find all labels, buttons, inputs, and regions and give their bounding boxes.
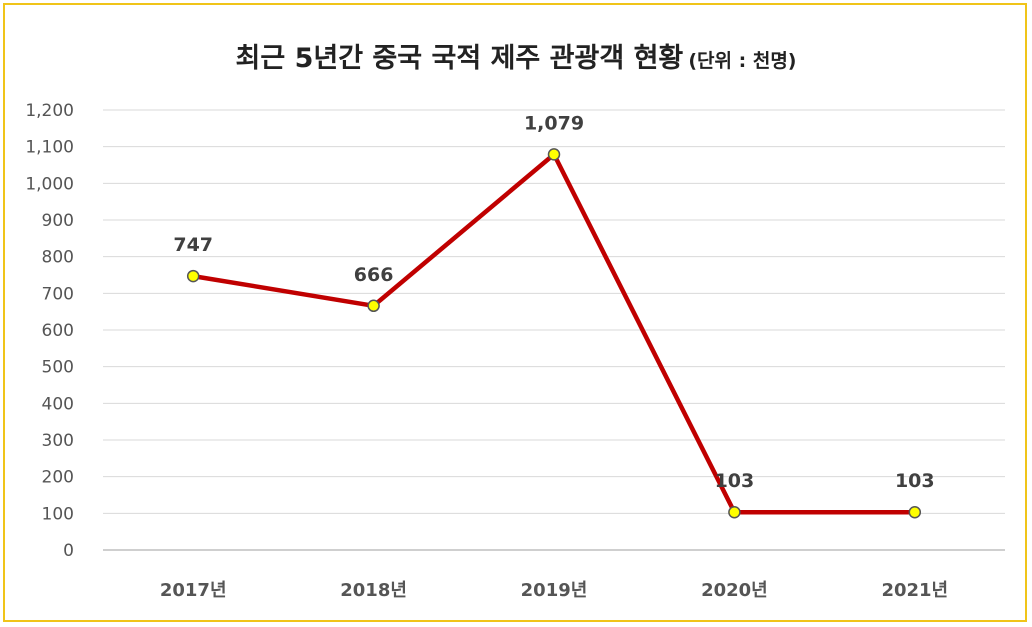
chart-frame xyxy=(3,3,1027,622)
x-tick-label: 2019년 xyxy=(521,580,588,601)
y-tick-label: 800 xyxy=(42,248,74,268)
x-tick-label: 2018년 xyxy=(340,580,407,601)
data-label: 1,079 xyxy=(524,112,584,134)
data-point-marker xyxy=(367,299,380,313)
data-point-marker xyxy=(547,148,561,161)
data-point-marker xyxy=(908,505,922,519)
x-tick-label: 2020년 xyxy=(701,580,768,601)
data-label: 666 xyxy=(354,264,394,286)
series-line xyxy=(190,152,918,515)
y-tick-label: 400 xyxy=(42,394,74,414)
y-tick-label: 300 xyxy=(42,431,74,451)
data-label: 103 xyxy=(895,470,935,492)
y-tick-label: 700 xyxy=(42,284,74,304)
chart-title: 최근 5년간 중국 국적 제주 관광객 현황 (단위 : 천명) xyxy=(0,36,1032,75)
y-tick-label: 1,000 xyxy=(25,174,74,194)
chart-title-main: 최근 5년간 중국 국적 제주 관광객 현황 xyxy=(235,43,684,74)
data-point-marker xyxy=(728,505,741,519)
x-tick-label: 2021년 xyxy=(881,580,948,601)
chart-title-unit: (단위 : 천명) xyxy=(688,50,797,72)
y-tick-label: 100 xyxy=(42,504,74,524)
y-tick-label: 600 xyxy=(42,321,74,341)
data-point-marker xyxy=(186,269,200,283)
data-label: 747 xyxy=(173,234,213,256)
y-tick-label: 0 xyxy=(63,541,74,561)
y-tick-label: 900 xyxy=(42,211,74,231)
data-label: 103 xyxy=(715,470,755,492)
y-tick-label: 200 xyxy=(42,468,74,488)
y-tick-label: 500 xyxy=(42,358,74,378)
y-tick-label: 1,200 xyxy=(25,101,74,121)
x-tick-label: 2017년 xyxy=(160,580,227,601)
y-tick-label: 1,100 xyxy=(25,138,74,158)
